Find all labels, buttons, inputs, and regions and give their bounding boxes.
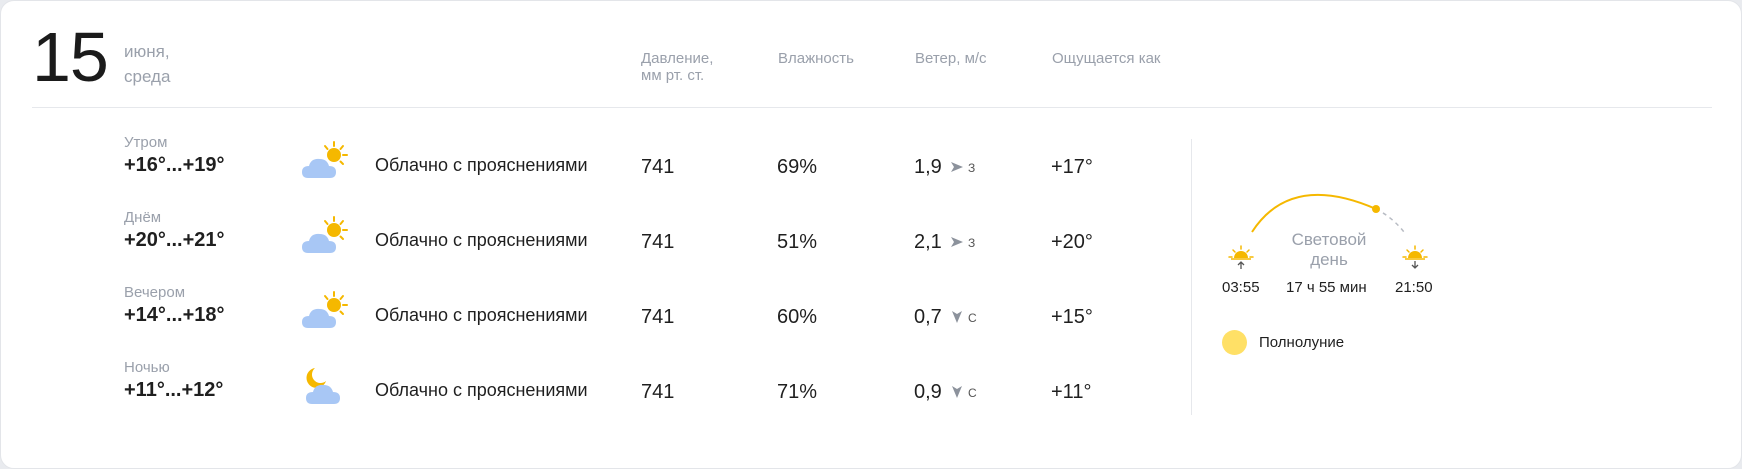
day-part-label: Вечером [124, 284, 186, 301]
header-wind: Ветер, м/с [915, 50, 987, 67]
weekday-label: среда [124, 67, 171, 86]
pressure-value: 741 [641, 156, 675, 178]
feels-like-value: +17° [1051, 156, 1093, 178]
sunrise-time: 03:55 [1222, 279, 1260, 296]
partly-cloudy-night-icon [306, 368, 340, 404]
daylight-label: Световой день [1286, 230, 1372, 270]
day-number: 15 [32, 18, 109, 96]
feels-like-value: +20° [1051, 231, 1093, 253]
humidity-value: 69% [777, 156, 818, 178]
wind-speed: 2,1 [914, 231, 942, 253]
date-subtitle: июня, среда [124, 39, 170, 89]
forecast-row-night: Ночью +11°...+12° Облачно с прояснениями… [1, 359, 1181, 434]
wind-cell: 0,9 С [914, 381, 977, 404]
wind-cell: 2,1 З [914, 231, 975, 254]
header-feels-like: Ощущается как [1052, 50, 1161, 67]
sunset-time: 21:50 [1395, 279, 1433, 296]
wind-direction: С [968, 311, 977, 325]
wind-arrow-south-icon [952, 386, 962, 398]
daylight-label-line1: Световой [1291, 230, 1367, 249]
header-divider [32, 107, 1712, 108]
wind-direction: З [968, 161, 976, 175]
daylight-duration: 17 ч 55 мин [1286, 279, 1367, 296]
wind-arrow-south-icon [952, 311, 962, 323]
condition-text: Облачно с прояснениями [375, 155, 588, 175]
sunset-icon [1402, 245, 1428, 269]
daylight-label-line2: день [1310, 250, 1348, 269]
wind-arrow-east-icon [951, 162, 963, 172]
pressure-value: 741 [641, 306, 675, 328]
humidity-value: 60% [777, 306, 818, 328]
daylight-arc [1251, 193, 1405, 233]
partly-cloudy-day-icon [302, 216, 348, 253]
partly-cloudy-day-icon [302, 291, 348, 328]
wind-speed: 1,9 [914, 156, 942, 178]
header-pressure-line1: Давление, [641, 50, 714, 67]
pressure-value: 741 [641, 231, 675, 253]
sunrise-icon [1228, 245, 1254, 269]
condition-text: Облачно с прояснениями [375, 305, 588, 325]
header-humidity: Влажность [778, 50, 854, 67]
humidity-value: 51% [777, 231, 818, 253]
condition-text: Облачно с прояснениями [375, 380, 588, 400]
full-moon-icon [1222, 330, 1247, 355]
wind-cell: 0,7 С [914, 306, 977, 329]
temperature-range: +16°...+19° [124, 154, 225, 176]
temperature-range: +14°...+18° [124, 304, 225, 326]
day-part-label: Утром [124, 134, 168, 151]
wind-speed: 0,9 [914, 381, 942, 403]
temperature-range: +11°...+12° [124, 379, 224, 401]
day-part-label: Днём [124, 209, 162, 226]
forecast-row-morning: Утром +16°...+19° Облачно с прояснениями… [1, 134, 1181, 209]
day-part-label: Ночью [124, 359, 170, 376]
header-pressure: Давление, мм рт. ст. [641, 50, 713, 84]
feels-like-value: +11° [1051, 381, 1092, 403]
forecast-row-evening: Вечером +14°...+18° Облачно с прояснения… [1, 284, 1181, 359]
moon-phase-label: Полнолуние [1259, 334, 1345, 351]
temperature-range: +20°...+21° [124, 229, 225, 251]
pressure-value: 741 [641, 381, 675, 403]
wind-cell: 1,9 З [914, 156, 975, 179]
month-label: июня, [124, 42, 170, 61]
humidity-value: 71% [777, 381, 818, 403]
header-pressure-line2: мм рт. ст. [641, 67, 705, 84]
condition-text: Облачно с прояснениями [375, 230, 588, 250]
wind-direction: С [968, 386, 977, 400]
forecast-row-day: Днём +20°...+21° Облачно с прояснениями … [1, 209, 1181, 284]
panel-divider [1191, 139, 1192, 415]
feels-like-value: +15° [1051, 306, 1093, 328]
wind-speed: 0,7 [914, 306, 942, 328]
partly-cloudy-day-icon [302, 141, 348, 178]
wind-direction: З [968, 236, 976, 250]
wind-arrow-east-icon [951, 237, 963, 247]
